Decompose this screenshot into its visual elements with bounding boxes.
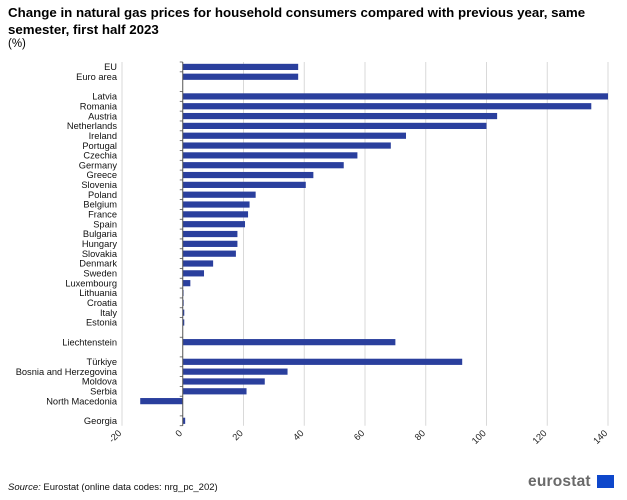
bar xyxy=(182,221,246,228)
bar xyxy=(182,270,205,277)
x-tick-label: 20 xyxy=(231,428,245,442)
category-label: Bulgaria xyxy=(83,229,118,239)
x-tick-label: -20 xyxy=(107,428,124,445)
category-label: Moldova xyxy=(82,377,118,387)
bar xyxy=(182,152,358,159)
source-label: Source: xyxy=(8,482,41,493)
category-label: Croatia xyxy=(87,298,118,308)
chart-unit: (%) xyxy=(8,38,26,50)
bar xyxy=(182,368,288,375)
category-label: Poland xyxy=(88,190,117,200)
category-label: Slovakia xyxy=(82,249,118,259)
category-label: Liechtenstein xyxy=(62,337,117,347)
category-label: Georgia xyxy=(84,416,118,426)
bar xyxy=(182,171,314,179)
category-label: Netherlands xyxy=(67,121,117,131)
category-label: Latvia xyxy=(92,92,118,102)
bar xyxy=(182,93,608,100)
category-label: Spain xyxy=(93,219,117,229)
bar xyxy=(182,162,344,169)
category-label: Bosnia and Herzegovina xyxy=(16,367,118,377)
category-label: Austria xyxy=(88,111,118,121)
x-tick-label: 0 xyxy=(173,428,184,439)
x-tick-label: 40 xyxy=(291,428,305,442)
bar xyxy=(182,112,498,120)
bar xyxy=(182,181,306,188)
source-text: Eurostat (online data codes: nrg_pc_202) xyxy=(43,482,218,493)
category-label: North Macedonia xyxy=(46,396,118,406)
bar xyxy=(182,309,185,316)
x-tick-label: 80 xyxy=(413,428,427,442)
category-label: Sweden xyxy=(83,269,117,279)
category-label: Italy xyxy=(100,308,117,318)
bar xyxy=(182,211,249,218)
category-label: Denmark xyxy=(79,259,117,269)
category-label: Lithuania xyxy=(79,288,118,298)
bar xyxy=(182,417,186,424)
category-label: Greece xyxy=(87,170,118,180)
bar xyxy=(182,73,299,80)
category-label: Belgium xyxy=(83,200,117,210)
chart-title: Change in natural gas prices for househo… xyxy=(8,5,586,37)
eu-flag-icon xyxy=(597,475,614,488)
bar xyxy=(182,358,463,365)
bar xyxy=(182,280,191,287)
bar xyxy=(182,250,236,257)
category-label: Slovenia xyxy=(81,180,117,190)
category-label: Portugal xyxy=(82,141,117,151)
category-label: Euro area xyxy=(76,72,118,82)
category-label: EU xyxy=(104,62,117,72)
category-label: Estonia xyxy=(86,318,118,328)
bar xyxy=(182,378,265,385)
category-label: Luxembourg xyxy=(65,278,117,288)
bar xyxy=(182,260,214,267)
category-label: France xyxy=(88,210,117,220)
bar xyxy=(182,201,250,208)
category-label: Serbia xyxy=(90,387,118,397)
bar xyxy=(182,319,185,326)
bar xyxy=(182,388,247,395)
source-note: Source: Eurostat (online data codes: nrg… xyxy=(8,482,218,493)
x-tick-label: 140 xyxy=(591,428,609,446)
bar xyxy=(182,122,487,129)
bar xyxy=(182,191,256,198)
category-label: Czechia xyxy=(83,151,117,161)
x-tick-label: 60 xyxy=(352,428,366,442)
bar xyxy=(182,142,391,149)
bar xyxy=(182,339,396,346)
category-label: Germany xyxy=(79,160,118,170)
x-tick-label: 120 xyxy=(531,428,549,446)
bar xyxy=(182,230,238,238)
logo-wordmark: eurostat xyxy=(528,473,591,490)
category-label: Romania xyxy=(80,101,118,111)
bar xyxy=(182,132,407,139)
x-tick-label: 100 xyxy=(470,428,488,446)
category-label: Hungary xyxy=(82,239,117,249)
bar xyxy=(182,240,238,247)
bar xyxy=(140,398,183,405)
category-label: Türkiye xyxy=(87,357,117,367)
bar xyxy=(182,103,592,110)
category-label: Ireland xyxy=(89,131,117,141)
bar xyxy=(182,63,299,71)
